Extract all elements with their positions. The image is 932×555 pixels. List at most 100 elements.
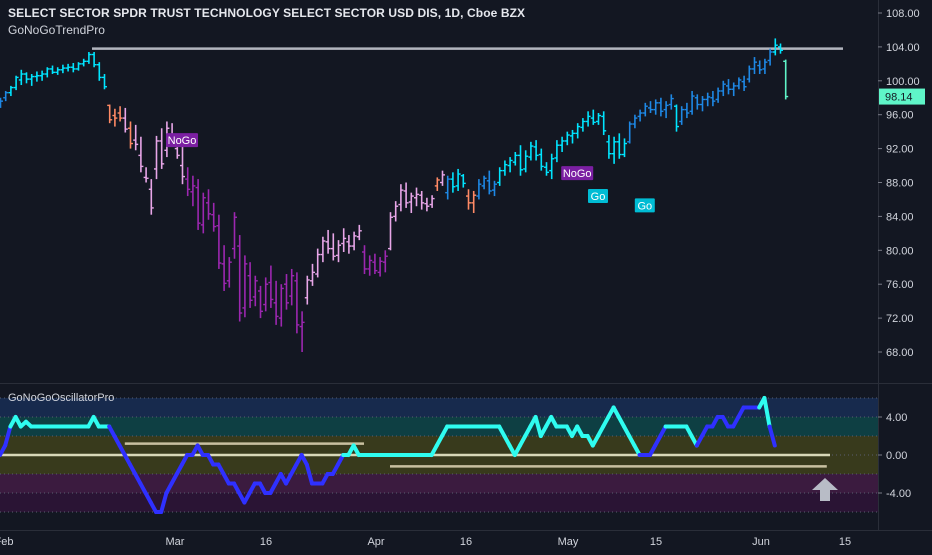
price-bar: [55, 67, 61, 75]
price-bar: [273, 280, 279, 325]
price-bar: [24, 72, 29, 84]
price-bar: [585, 111, 591, 127]
price-bar: [705, 92, 711, 107]
price-bar: [429, 195, 435, 208]
price-bar: [674, 104, 679, 132]
price-bar: [356, 224, 362, 241]
price-bar: [663, 101, 669, 119]
price-bar: [393, 201, 399, 222]
price-bar: [372, 253, 378, 275]
price-bar: [476, 179, 482, 200]
price-bar: [3, 90, 9, 102]
price-bar: [289, 268, 295, 306]
price-bar: [185, 167, 191, 197]
time-tick-label: 15: [650, 536, 662, 548]
price-bar: [60, 64, 66, 74]
price-bars: [0, 38, 789, 352]
price-bar: [570, 129, 575, 144]
price-bar: [91, 51, 97, 68]
price-bar: [341, 228, 347, 252]
signal-label: NoGo: [168, 135, 197, 147]
price-bar: [710, 90, 716, 107]
price-bar: [117, 106, 123, 122]
price-bar: [559, 136, 565, 152]
price-bar: [268, 265, 274, 308]
oscillator-segment: [304, 462, 314, 486]
price-bar: [195, 179, 201, 230]
price-bar: [247, 262, 253, 308]
price-bar: [580, 118, 586, 132]
price-bar: [445, 175, 451, 200]
price-bar: [689, 90, 695, 115]
price-bar: [13, 75, 19, 91]
price-bar: [159, 128, 165, 169]
price-bar: [65, 63, 71, 72]
price-bar: [481, 175, 487, 190]
time-tick-label: Feb: [0, 536, 13, 548]
time-tick-label: Apr: [367, 536, 384, 548]
price-bar: [252, 275, 258, 307]
oscillator-segment: [767, 424, 777, 448]
oscillator-band: [0, 493, 878, 512]
price-bar: [720, 80, 726, 97]
price-bar: [554, 140, 560, 163]
price-bar: [237, 235, 243, 322]
price-bar: [455, 168, 461, 191]
price-bar: [502, 160, 508, 176]
price-bar: [39, 70, 45, 81]
price-bar: [336, 240, 341, 263]
price-bar: [154, 135, 159, 180]
price-bar: [523, 150, 529, 173]
price-bar: [601, 111, 607, 136]
price-bar: [538, 148, 544, 171]
price-bar: [466, 189, 471, 210]
price-bar: [575, 123, 581, 139]
price-bar: [616, 133, 622, 159]
price-bar: [715, 87, 721, 103]
price-bar: [284, 274, 289, 310]
price-bar: [450, 172, 456, 193]
price-bar: [232, 212, 237, 259]
price-tick-label: 100.00: [886, 76, 920, 88]
price-tick-label: 92.00: [886, 144, 914, 156]
price-bar: [783, 59, 789, 100]
chart-title: SELECT SECTOR SPDR TRUST TECHNOLOGY SELE…: [8, 6, 526, 20]
price-bar: [180, 144, 185, 185]
time-tick-label: 16: [460, 536, 472, 548]
price-bar: [263, 277, 269, 312]
price-bar: [632, 114, 638, 129]
price-bar: [679, 106, 685, 125]
price-bar: [533, 140, 539, 161]
price-bar: [320, 236, 326, 263]
price-bar: [684, 102, 690, 119]
price-bar: [330, 233, 336, 261]
price-bar: [102, 74, 107, 90]
price-tick-label: 72.00: [886, 313, 914, 325]
time-tick-label: Mar: [166, 536, 185, 548]
price-tick-label: 108.00: [886, 8, 920, 20]
price-tick-label: 104.00: [886, 42, 920, 54]
price-bar: [731, 82, 737, 97]
price-tick-label: 80.00: [886, 245, 914, 257]
oscillator-name: GoNoGoOscillatorPro: [8, 392, 115, 404]
price-bar: [29, 74, 35, 86]
price-bar: [611, 136, 617, 164]
oscillator-segment: [533, 415, 543, 438]
price-bar: [148, 179, 154, 215]
price-bar: [258, 285, 263, 319]
price-bar: [18, 69, 24, 86]
signal-label-bg: [166, 133, 198, 148]
price-bar: [34, 71, 40, 82]
signal-label: Go: [637, 200, 652, 212]
price-bar: [382, 250, 388, 273]
price-bar: [637, 109, 643, 122]
price-bar: [622, 138, 627, 158]
time-tick-label: 16: [260, 536, 272, 548]
price-bar: [403, 182, 409, 208]
oscillator-tick-label: 0.00: [886, 450, 907, 462]
price-bar: [50, 65, 55, 75]
price-bar: [757, 60, 763, 75]
price-bar: [206, 189, 211, 220]
price-bar: [767, 48, 773, 66]
